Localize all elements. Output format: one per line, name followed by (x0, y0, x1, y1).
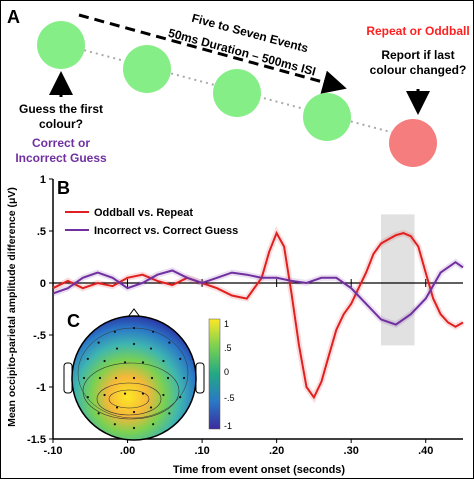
sequence-dotted-line (60, 43, 414, 139)
electrode-dot (132, 426, 136, 430)
panel-a-label: A (7, 7, 20, 27)
repeat-oddball-label: Repeat or Oddball (366, 24, 469, 38)
topomap-contour-3 (82, 362, 180, 420)
event-circle-3 (213, 69, 261, 117)
electrode-dot (115, 406, 119, 409)
electrode-dot (166, 376, 170, 380)
y-tick-label: 0 (40, 278, 46, 290)
electrode-dot (168, 412, 171, 415)
panel-b-label: B (57, 178, 70, 198)
y-tick-label: -1 (36, 382, 46, 394)
electrode-dot (103, 359, 106, 363)
x-tick-label: .10 (194, 445, 209, 457)
electrode-dot (162, 393, 165, 397)
electrode-dot (150, 376, 154, 380)
colorbar-tick-5: -1 (224, 421, 232, 431)
electrode-dot (103, 393, 106, 397)
colorbar-tick-3: 0 (224, 367, 229, 377)
electrode-dot (179, 396, 182, 399)
series-line-1 (52, 260, 464, 326)
electrode-dot (132, 410, 136, 414)
electrode-dot (168, 341, 171, 344)
electrode-dot (97, 412, 100, 415)
final-event-circle (389, 119, 437, 167)
electrode-dot (149, 406, 153, 409)
guess-label-line1: Guess the first (19, 102, 103, 116)
correct-label-line1: Correct or (32, 136, 90, 150)
electrode-dot (162, 359, 165, 363)
electrode-dot (97, 341, 100, 344)
colorbar (208, 318, 221, 430)
y-axis-label: Mean occipito-parietal amplitude differe… (6, 187, 18, 427)
electrode-dot (82, 376, 86, 380)
topomap-contour-2 (108, 389, 150, 409)
electrode-dot (86, 357, 89, 360)
topomap-right-ear (195, 362, 205, 394)
sequence-arrow (78, 13, 347, 94)
electrode-dot (132, 376, 136, 380)
electrode-dot (113, 423, 116, 426)
x-tick-label: .00 (120, 445, 135, 457)
colorbar-tick-1: 1 (224, 319, 229, 329)
y-tick-label: -.5 (33, 330, 46, 342)
y-tick-label: 1 (40, 174, 46, 186)
event-circle-1 (37, 21, 85, 69)
event-circle-2 (123, 45, 171, 93)
panel-c: C 1 .5 0 -.5 -1 (63, 308, 235, 441)
x-tick-label: .30 (344, 445, 359, 457)
panel-c-label: C (67, 311, 80, 331)
correct-label-line2: Incorrect Guess (15, 151, 107, 165)
electrode-dot (141, 392, 145, 395)
electrode-dot (115, 347, 119, 350)
legend-label-oddball: Oddball vs. Repeat (94, 207, 193, 219)
x-tick-label: -.10 (44, 445, 63, 457)
electrode-dot (141, 361, 145, 364)
topomap-contour-1 (96, 382, 162, 416)
electrode-dot (113, 330, 116, 333)
electrode-dot (123, 361, 127, 364)
colorbar-tick-4: -.5 (224, 393, 235, 403)
chart-series (51, 226, 465, 404)
electrode-dot (152, 330, 155, 333)
topomap-electrodes (82, 326, 186, 430)
electrode-dot (132, 326, 136, 330)
electrode-dot (123, 392, 127, 395)
colorbar-tick-2: .5 (224, 343, 232, 353)
legend-label-guess: Incorrect vs. Correct Guess (94, 225, 238, 237)
x-tick-label: .40 (418, 445, 433, 457)
electrode-dot (132, 342, 136, 346)
topomap-left-ear (63, 362, 73, 394)
y-tick-label: -1.5 (27, 434, 46, 446)
x-tick-label: .20 (269, 445, 284, 457)
y-tick-label: .5 (37, 226, 46, 238)
electrode-dot (179, 357, 182, 360)
electrode-dot (149, 347, 153, 350)
panel-a: A Five to Seven Events 50ms Duration – 5… (7, 7, 470, 167)
x-axis-label: Time from event onset (seconds) (173, 464, 346, 476)
electrode-dot (182, 376, 186, 380)
electrode-dot (86, 396, 89, 399)
report-label-line2: colour changed? (370, 63, 467, 77)
electrode-dot (98, 376, 102, 380)
series-line-0 (52, 230, 464, 400)
report-label-line1: Report if last (381, 48, 454, 62)
guess-label-line2: colour? (39, 117, 83, 131)
event-circle-4 (303, 93, 351, 141)
electrode-dot (152, 423, 155, 426)
panel-b: B Mean occipito-parietal amplitude diffe… (6, 174, 465, 476)
electrode-dot (114, 376, 118, 380)
